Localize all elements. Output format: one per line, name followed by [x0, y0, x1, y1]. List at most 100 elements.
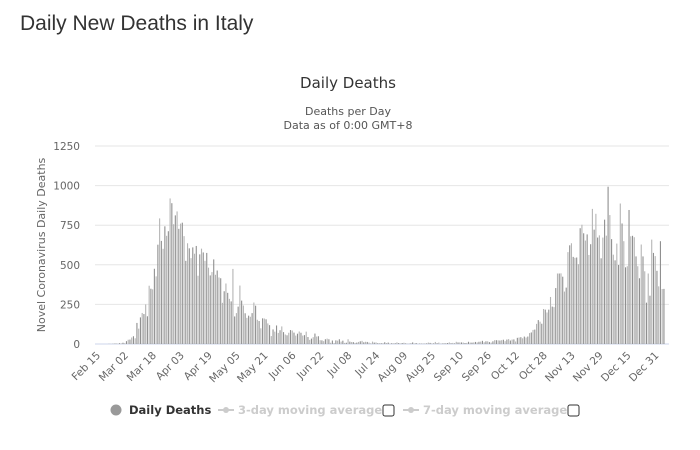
- bar[interactable]: [532, 329, 534, 344]
- bar[interactable]: [253, 302, 255, 345]
- bar[interactable]: [427, 342, 429, 344]
- bar[interactable]: [560, 273, 562, 344]
- bar[interactable]: [558, 273, 560, 344]
- bar[interactable]: [132, 336, 134, 344]
- bar[interactable]: [410, 343, 412, 344]
- bar[interactable]: [469, 342, 471, 344]
- bar[interactable]: [380, 343, 382, 344]
- bar[interactable]: [246, 317, 248, 344]
- bar[interactable]: [272, 329, 274, 344]
- bar[interactable]: [536, 323, 538, 344]
- legend-item-7-day-average[interactable]: 7-day moving average: [403, 403, 567, 417]
- bar[interactable]: [312, 337, 314, 344]
- bar[interactable]: [174, 215, 176, 344]
- bar[interactable]: [239, 285, 241, 344]
- bar[interactable]: [298, 331, 300, 344]
- bar[interactable]: [307, 337, 309, 344]
- bar[interactable]: [448, 342, 450, 344]
- bar[interactable]: [150, 288, 152, 344]
- bar[interactable]: [241, 300, 243, 344]
- bar[interactable]: [171, 203, 173, 344]
- bar[interactable]: [321, 340, 323, 344]
- bar[interactable]: [487, 341, 489, 344]
- bar[interactable]: [296, 333, 299, 344]
- bar[interactable]: [173, 224, 175, 344]
- bar[interactable]: [347, 339, 349, 344]
- bar[interactable]: [275, 325, 278, 344]
- bar[interactable]: [586, 234, 588, 344]
- bar[interactable]: [216, 270, 218, 345]
- bar[interactable]: [309, 339, 311, 344]
- bar[interactable]: [359, 341, 361, 344]
- bar[interactable]: [141, 312, 143, 344]
- bar[interactable]: [562, 276, 564, 344]
- bar[interactable]: [494, 340, 496, 344]
- bar[interactable]: [195, 245, 197, 344]
- bar[interactable]: [176, 211, 178, 344]
- bar[interactable]: [509, 340, 511, 344]
- bar[interactable]: [612, 254, 614, 344]
- bar[interactable]: [146, 316, 148, 344]
- bar[interactable]: [187, 243, 189, 344]
- bar[interactable]: [541, 323, 543, 344]
- bar[interactable]: [363, 342, 365, 344]
- bar[interactable]: [258, 321, 260, 344]
- bar[interactable]: [598, 235, 600, 344]
- bar[interactable]: [649, 295, 651, 344]
- bar[interactable]: [569, 245, 571, 344]
- bar[interactable]: [244, 313, 246, 344]
- bar[interactable]: [452, 342, 454, 344]
- bar[interactable]: [501, 340, 503, 344]
- bar[interactable]: [471, 342, 473, 344]
- bar[interactable]: [529, 333, 531, 344]
- bar[interactable]: [464, 343, 466, 344]
- bar[interactable]: [328, 339, 330, 344]
- bar[interactable]: [549, 296, 552, 344]
- bar[interactable]: [520, 337, 522, 344]
- bar[interactable]: [556, 273, 559, 344]
- bar[interactable]: [651, 239, 653, 344]
- bar[interactable]: [251, 313, 253, 344]
- bar[interactable]: [214, 274, 217, 344]
- bar[interactable]: [382, 343, 384, 344]
- bar[interactable]: [248, 315, 250, 344]
- bar[interactable]: [342, 340, 344, 344]
- bar[interactable]: [490, 342, 492, 344]
- bar[interactable]: [401, 343, 403, 344]
- bar[interactable]: [626, 266, 628, 344]
- bar[interactable]: [539, 321, 541, 344]
- bar[interactable]: [139, 317, 141, 344]
- bar[interactable]: [642, 256, 644, 344]
- bar[interactable]: [333, 343, 335, 344]
- bar[interactable]: [234, 316, 236, 344]
- bar[interactable]: [162, 248, 164, 344]
- bar[interactable]: [511, 339, 513, 344]
- bar[interactable]: [624, 267, 627, 344]
- bar[interactable]: [289, 330, 292, 344]
- bar[interactable]: [436, 343, 438, 344]
- bar[interactable]: [159, 218, 161, 344]
- bar[interactable]: [574, 257, 576, 344]
- bar[interactable]: [581, 224, 583, 344]
- bar[interactable]: [483, 342, 485, 344]
- bar[interactable]: [220, 278, 222, 344]
- bar[interactable]: [317, 336, 319, 344]
- bar[interactable]: [396, 342, 398, 344]
- bar[interactable]: [164, 226, 166, 344]
- bar[interactable]: [230, 301, 232, 344]
- bar[interactable]: [544, 309, 546, 344]
- bar[interactable]: [337, 340, 339, 344]
- bar[interactable]: [120, 343, 122, 344]
- bar[interactable]: [354, 342, 356, 344]
- bar[interactable]: [288, 332, 290, 344]
- bar[interactable]: [424, 343, 426, 344]
- bar[interactable]: [188, 248, 190, 344]
- bar[interactable]: [384, 342, 386, 344]
- bar[interactable]: [340, 341, 342, 344]
- bar[interactable]: [356, 342, 358, 344]
- bar[interactable]: [284, 334, 286, 345]
- bar[interactable]: [576, 257, 578, 344]
- checkbox-3-day-average[interactable]: [382, 404, 395, 417]
- bar[interactable]: [129, 339, 131, 344]
- bar[interactable]: [392, 343, 395, 344]
